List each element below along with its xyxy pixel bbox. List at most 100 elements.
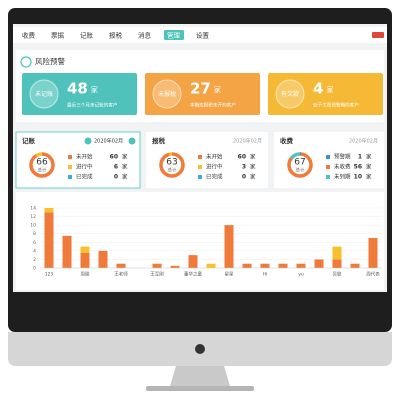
legend-swatch bbox=[68, 175, 72, 179]
legend-name: 进行中 bbox=[76, 163, 93, 171]
risk-badge bbox=[275, 79, 305, 109]
donut-segment bbox=[287, 152, 313, 178]
y-tick-label: 14 bbox=[30, 206, 36, 212]
x-tick-label: 王军刚 bbox=[150, 271, 164, 278]
nav-item[interactable]: 收费 bbox=[22, 31, 36, 40]
legend-swatch bbox=[326, 175, 330, 179]
legend-unit: 家 bbox=[366, 173, 372, 181]
risk-card[interactable] bbox=[22, 73, 137, 115]
legend-unit: 家 bbox=[366, 163, 372, 171]
prev-arrow[interactable] bbox=[84, 137, 92, 145]
risk-label: 未报税 bbox=[158, 90, 176, 98]
risk-unit: 家 bbox=[214, 85, 221, 94]
nav-item[interactable]: 管理 bbox=[167, 31, 181, 40]
legend-unit: 家 bbox=[366, 153, 372, 161]
bar bbox=[170, 265, 180, 268]
next-arrow[interactable] bbox=[128, 137, 136, 145]
bar bbox=[260, 263, 270, 268]
legend-count: 60 bbox=[238, 154, 246, 161]
legend-count: 0 bbox=[242, 174, 246, 181]
donut-total: 63 bbox=[166, 158, 177, 168]
nav-item[interactable]: 记账 bbox=[80, 31, 94, 40]
x-tick-label: 星星 bbox=[225, 272, 234, 278]
bar bbox=[188, 255, 198, 268]
x-tick-label: yu bbox=[298, 273, 304, 278]
bar bbox=[152, 263, 162, 268]
nav-item[interactable]: 报税 bbox=[109, 31, 123, 40]
legend-unit: 家 bbox=[250, 163, 256, 171]
risk-card[interactable] bbox=[145, 73, 260, 115]
bar bbox=[44, 212, 54, 268]
bar bbox=[314, 259, 324, 268]
risk-card[interactable] bbox=[268, 73, 383, 115]
bar bbox=[224, 225, 234, 268]
bar bbox=[278, 263, 288, 268]
panel bbox=[15, 131, 141, 189]
nav-active bbox=[164, 30, 184, 40]
legend-swatch bbox=[198, 175, 202, 179]
y-tick-label: 10 bbox=[30, 223, 36, 229]
risk-count: 27 bbox=[190, 80, 211, 98]
bar bbox=[332, 259, 342, 268]
nav-item[interactable]: 设置 bbox=[196, 31, 210, 40]
legend-name: 未开始 bbox=[76, 153, 93, 161]
legend-swatch bbox=[68, 155, 72, 159]
legend-count: 56 bbox=[354, 164, 362, 171]
risk-badge bbox=[152, 79, 182, 109]
panel bbox=[146, 132, 268, 188]
donut-total-label: 总计 bbox=[296, 167, 305, 174]
legend-swatch bbox=[68, 165, 72, 169]
x-tick-label: 王老师 bbox=[114, 271, 128, 278]
legend-count: 60 bbox=[110, 154, 118, 161]
nav-bar bbox=[13, 27, 387, 43]
panel-period: 2020年02月 bbox=[94, 138, 123, 145]
legend-swatch bbox=[326, 165, 330, 169]
bar bbox=[62, 235, 72, 268]
x-tick-label: 董华之童 bbox=[184, 271, 202, 278]
bar bbox=[296, 263, 306, 268]
y-tick-label: 12 bbox=[30, 214, 36, 220]
panel-title: 收费 bbox=[280, 136, 294, 145]
panel-period: 2020年02月 bbox=[233, 138, 262, 145]
donut-total-label: 总计 bbox=[38, 167, 47, 174]
legend-count: 6 bbox=[114, 164, 118, 171]
legend-name: 进行中 bbox=[206, 163, 223, 171]
x-tick-label: Hi bbox=[263, 272, 268, 278]
y-tick-label: 8 bbox=[33, 231, 36, 237]
risk-desc: 最近三个月未记账的客户 bbox=[67, 102, 118, 109]
x-tick-label: 123 bbox=[45, 272, 54, 278]
risk-unit: 家 bbox=[91, 85, 98, 94]
risk-icon bbox=[20, 56, 32, 68]
bar bbox=[350, 263, 360, 268]
stand bbox=[170, 366, 230, 386]
legend-swatch bbox=[198, 155, 202, 159]
donut-total-label: 总计 bbox=[168, 167, 177, 174]
risk-count: 4 bbox=[313, 80, 323, 98]
nav-item[interactable]: 票据 bbox=[51, 31, 65, 40]
bar bbox=[98, 250, 108, 268]
y-tick-label: 6 bbox=[33, 240, 36, 246]
bar bbox=[80, 246, 90, 253]
legend-unit: 家 bbox=[122, 173, 128, 181]
bar bbox=[242, 263, 252, 268]
panel-period: 2020年02月 bbox=[349, 138, 378, 145]
nav-item[interactable]: 消息 bbox=[138, 31, 152, 40]
risk-unit: 家 bbox=[326, 85, 333, 94]
risk-label: 未记账 bbox=[35, 90, 53, 98]
legend-count: 0 bbox=[114, 174, 118, 181]
logo bbox=[195, 344, 205, 354]
legend-name: 已完成 bbox=[206, 173, 223, 181]
donut-total: 67 bbox=[294, 158, 305, 168]
x-tick-label: 吴聪 bbox=[333, 271, 342, 278]
donut-segment bbox=[29, 152, 55, 178]
legend-count: 10 bbox=[354, 174, 362, 181]
legend-name: 已完成 bbox=[76, 173, 93, 181]
y-tick-label: 4 bbox=[33, 248, 36, 254]
risk-desc: 本期应报税未开的客户 bbox=[190, 102, 236, 109]
risk-desc: 处于欠费预警期的客户 bbox=[313, 102, 359, 109]
legend-name: 预警期 bbox=[334, 153, 351, 161]
legend-unit: 家 bbox=[122, 153, 128, 161]
donut-segment bbox=[287, 152, 313, 178]
bar bbox=[332, 246, 342, 260]
